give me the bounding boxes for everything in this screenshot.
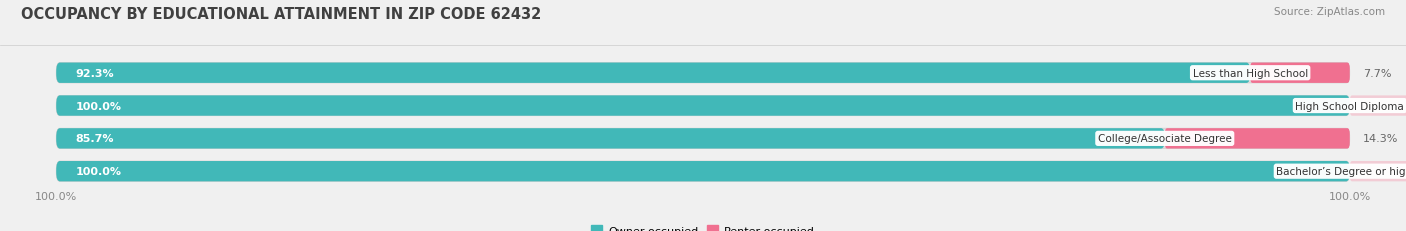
FancyBboxPatch shape <box>56 63 1350 84</box>
FancyBboxPatch shape <box>56 161 1350 182</box>
Text: 14.3%: 14.3% <box>1362 134 1398 144</box>
Text: Source: ZipAtlas.com: Source: ZipAtlas.com <box>1274 7 1385 17</box>
Text: OCCUPANCY BY EDUCATIONAL ATTAINMENT IN ZIP CODE 62432: OCCUPANCY BY EDUCATIONAL ATTAINMENT IN Z… <box>21 7 541 22</box>
FancyBboxPatch shape <box>56 63 1250 84</box>
Text: 100.0%: 100.0% <box>76 167 122 176</box>
FancyBboxPatch shape <box>56 96 1350 116</box>
FancyBboxPatch shape <box>56 129 1164 149</box>
FancyBboxPatch shape <box>1164 129 1350 149</box>
Text: Less than High School: Less than High School <box>1192 68 1308 78</box>
Text: College/Associate Degree: College/Associate Degree <box>1098 134 1232 144</box>
Text: High School Diploma: High School Diploma <box>1295 101 1405 111</box>
FancyBboxPatch shape <box>1350 161 1406 182</box>
FancyBboxPatch shape <box>56 96 1350 116</box>
FancyBboxPatch shape <box>56 161 1350 182</box>
Text: 92.3%: 92.3% <box>76 68 114 78</box>
Legend: Owner-occupied, Renter-occupied: Owner-occupied, Renter-occupied <box>586 221 820 231</box>
Text: 100.0%: 100.0% <box>76 101 122 111</box>
FancyBboxPatch shape <box>1350 96 1406 116</box>
FancyBboxPatch shape <box>1250 63 1350 84</box>
FancyBboxPatch shape <box>56 129 1350 149</box>
Text: 85.7%: 85.7% <box>76 134 114 144</box>
Text: Bachelor’s Degree or higher: Bachelor’s Degree or higher <box>1277 167 1406 176</box>
Text: 7.7%: 7.7% <box>1362 68 1391 78</box>
